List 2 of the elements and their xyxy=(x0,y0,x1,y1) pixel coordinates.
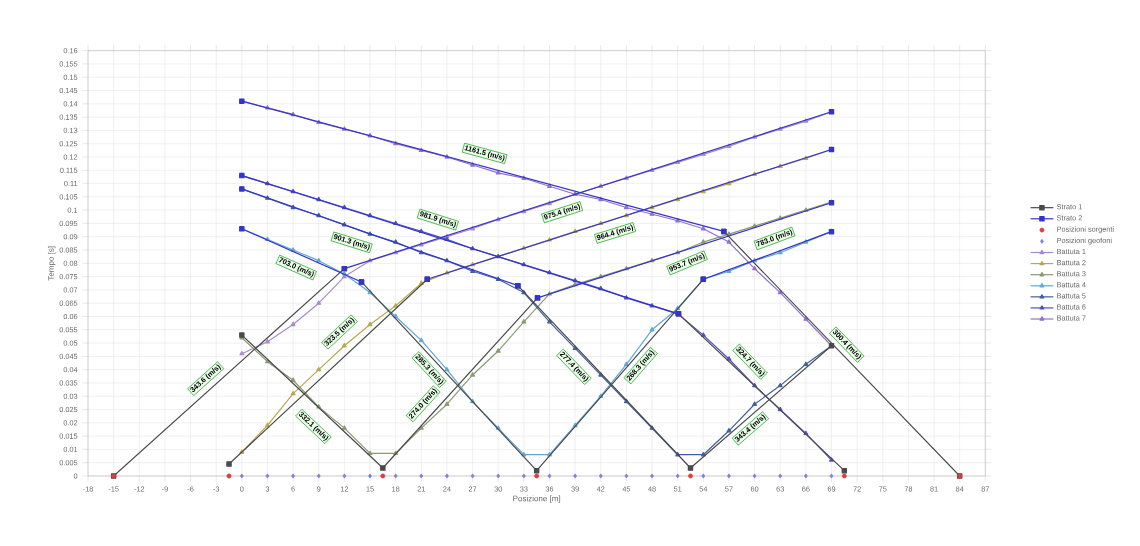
x-axis-title: Posizione [m] xyxy=(513,495,561,503)
y-axis-title: Tempo [s] xyxy=(47,246,56,281)
